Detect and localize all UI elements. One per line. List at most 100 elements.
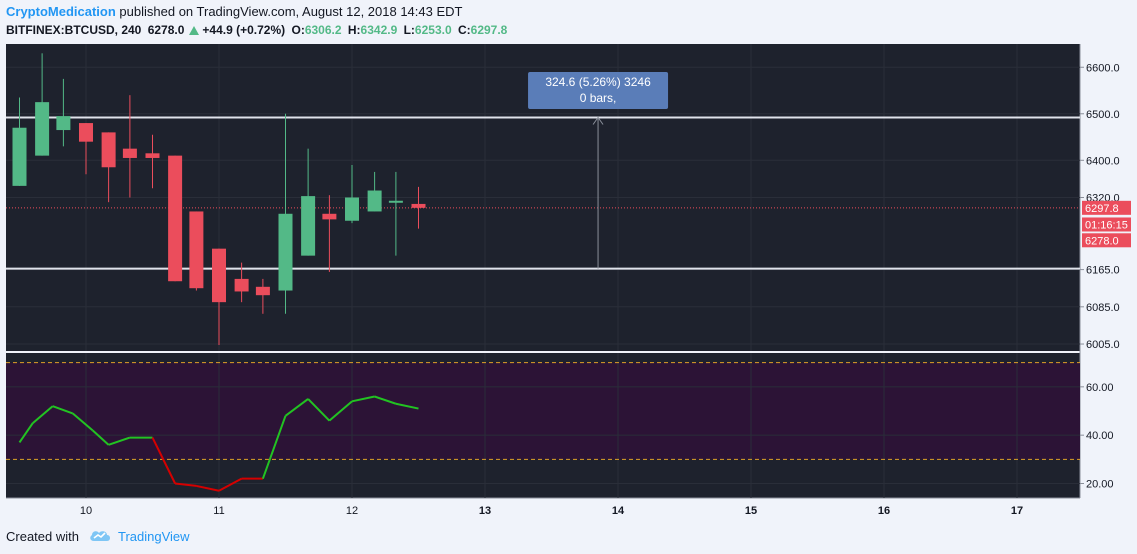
candle-body xyxy=(168,155,183,282)
price-label-box xyxy=(1082,200,1131,215)
rsi-segment xyxy=(72,412,94,432)
rsi-segment xyxy=(18,422,34,443)
rsi-segment xyxy=(395,402,419,410)
candle-body xyxy=(301,196,316,256)
low-label: L: xyxy=(403,23,415,37)
candle-body xyxy=(122,148,137,158)
rsi-segment xyxy=(307,398,331,422)
price-chart[interactable]: 10 11 12 13 14 15 16 176005.06085.06165.06320.0… xyxy=(0,44,1137,520)
measure-label-line2: 0 bars, xyxy=(580,91,617,105)
price-label-box xyxy=(1082,233,1131,248)
measure-label-line1: 324.6 (5.26%) 3246 xyxy=(545,75,651,89)
tradingview-cloud-icon xyxy=(90,531,110,541)
publish-info: CryptoMedication published on TradingVie… xyxy=(6,4,462,19)
rsi-band xyxy=(6,362,1080,460)
open-label: O: xyxy=(291,23,305,37)
symbol-label: BITFINEX:BTCUSD, 240 xyxy=(6,23,142,37)
candle xyxy=(345,164,359,224)
price-label-text: 6278.0 xyxy=(1085,235,1119,247)
rsi-segment xyxy=(108,436,131,446)
author-link[interactable]: CryptoMedication xyxy=(6,4,116,19)
ohlc-legend: BITFINEX:BTCUSD, 240 6278.0 +44.9 (+0.72%… xyxy=(6,23,510,37)
rsi-tick-label: 60.00 xyxy=(1086,382,1114,394)
candle-body xyxy=(278,213,293,291)
candle xyxy=(322,195,337,272)
candle-body xyxy=(35,102,50,156)
candle xyxy=(255,278,270,314)
published-text: published on TradingView.com, August 12,… xyxy=(119,4,463,19)
candle xyxy=(212,248,226,345)
rsi-segment xyxy=(196,484,220,492)
rsi-segment xyxy=(351,395,375,403)
time-tick-label: 16 xyxy=(878,505,890,517)
time-tick-label: 11 xyxy=(213,505,224,517)
candle xyxy=(12,97,27,186)
candle xyxy=(234,262,249,303)
price-tick-label: 6165.0 xyxy=(1086,265,1120,277)
time-tick-label: 12 xyxy=(346,505,358,517)
price-tick-label: 6085.0 xyxy=(1086,302,1120,314)
price-tick-label: 6600.0 xyxy=(1086,62,1120,74)
rsi-segment xyxy=(32,405,54,424)
rsi-tick-label: 20.00 xyxy=(1086,479,1114,491)
candle-body xyxy=(367,190,382,212)
price-tick-label: 6500.0 xyxy=(1086,109,1120,121)
candle xyxy=(301,148,316,256)
candle xyxy=(101,132,116,203)
candle-body xyxy=(345,197,359,221)
price-tick-label: 6400.0 xyxy=(1086,155,1120,167)
time-axis xyxy=(6,498,1080,520)
open-value: 6306.2 xyxy=(304,23,342,37)
rsi-segment xyxy=(374,395,397,405)
candle-body xyxy=(388,200,403,203)
up-arrow-icon xyxy=(189,26,200,35)
rsi-segment xyxy=(261,415,287,480)
candle xyxy=(145,134,160,189)
price-label-text: 6297.8 xyxy=(1085,203,1119,215)
candle xyxy=(411,186,426,229)
candle-body xyxy=(255,286,270,296)
candle xyxy=(35,53,50,156)
candle xyxy=(189,211,204,291)
price-tick-label: 6005.0 xyxy=(1086,339,1120,351)
candle-body xyxy=(145,153,160,158)
price-axis xyxy=(1080,44,1137,520)
candle xyxy=(122,95,137,198)
time-tick-label: 17 xyxy=(1011,505,1023,517)
time-tick-label: 10 xyxy=(80,505,92,517)
measure-arrow-icon xyxy=(592,116,604,125)
price-label-box xyxy=(1082,217,1131,232)
close-label: C: xyxy=(457,23,471,37)
measure-label-box xyxy=(528,72,669,109)
time-tick-label: 14 xyxy=(612,505,625,517)
price-label-text: 01:16:15 xyxy=(1085,219,1128,231)
tradingview-brand[interactable]: TradingView xyxy=(118,529,190,544)
last-price: 6278.0 xyxy=(147,23,185,37)
rsi-segment xyxy=(151,437,177,484)
rsi-segment xyxy=(284,398,309,417)
time-tick-label: 15 xyxy=(745,505,757,517)
rsi-segment xyxy=(52,405,74,415)
candle xyxy=(278,113,293,314)
candle-body xyxy=(12,127,27,186)
rsi-segment xyxy=(328,400,353,422)
close-value: 6297.8 xyxy=(470,23,508,37)
rsi-segment xyxy=(174,482,197,487)
candle xyxy=(388,171,403,256)
candle xyxy=(367,171,382,212)
chart-header: CryptoMedication published on TradingVie… xyxy=(0,0,1137,44)
candle-body xyxy=(189,211,204,289)
candle-body xyxy=(79,123,93,142)
candle xyxy=(79,123,93,175)
candle xyxy=(56,78,71,147)
high-value: 6342.9 xyxy=(360,23,398,37)
rsi-tick-label: 40.00 xyxy=(1086,430,1114,442)
time-tick-label: 13 xyxy=(479,505,491,517)
candle-body xyxy=(234,278,249,292)
created-with-text: Created with xyxy=(6,529,79,544)
low-value: 6253.0 xyxy=(414,23,452,37)
rsi-segment xyxy=(218,477,243,492)
candle-body xyxy=(322,213,337,220)
candle-body xyxy=(56,116,71,131)
chart-footer: Created with TradingView xyxy=(0,520,1137,554)
